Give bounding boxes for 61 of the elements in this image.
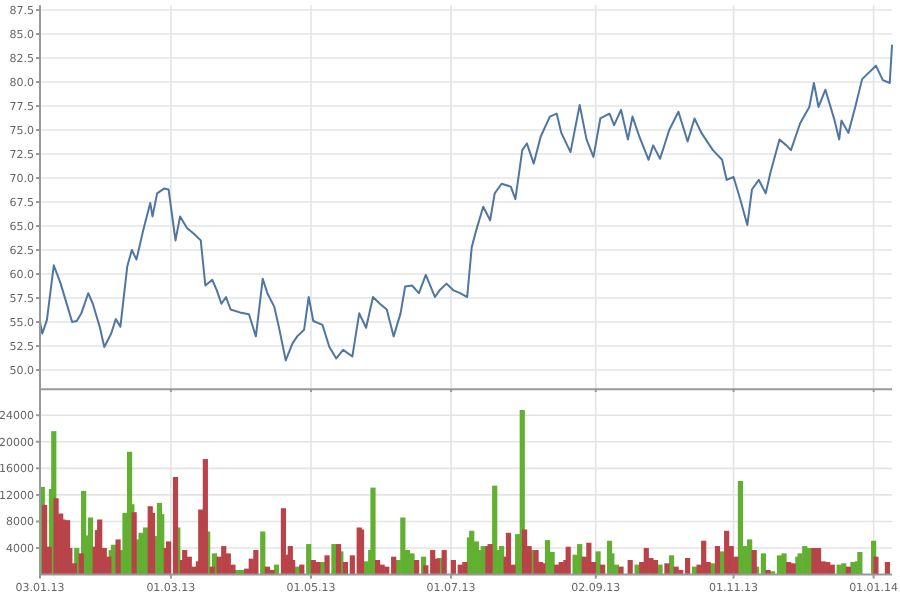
bar [269, 569, 275, 575]
bar [143, 527, 149, 575]
bar [306, 544, 312, 575]
bar [41, 504, 48, 575]
bar [533, 550, 539, 575]
bar [182, 550, 188, 575]
bar [400, 517, 406, 575]
bar [414, 559, 420, 575]
bar [172, 476, 179, 575]
bar [521, 529, 528, 575]
bar [627, 559, 633, 575]
bar [685, 558, 691, 575]
bar [765, 569, 771, 575]
bar [701, 540, 707, 575]
bar [747, 539, 753, 575]
bar [409, 553, 415, 575]
bar [873, 556, 879, 575]
bar [618, 566, 624, 575]
bar [857, 552, 863, 575]
bar [595, 551, 601, 575]
bar [751, 550, 757, 575]
bar [790, 563, 796, 575]
bar [149, 512, 156, 575]
bar [374, 559, 381, 575]
bar [97, 519, 103, 575]
bar [760, 553, 766, 575]
bar [335, 544, 342, 575]
bar [370, 487, 376, 575]
bar [714, 546, 721, 575]
bar [469, 530, 475, 575]
bar [260, 531, 266, 575]
bar [781, 553, 787, 575]
bar [202, 459, 208, 575]
bar [331, 544, 337, 575]
line-series [39, 44, 893, 362]
bar [138, 532, 144, 575]
bar [78, 553, 84, 575]
bar [106, 556, 112, 575]
bar [430, 550, 436, 575]
bar [462, 561, 468, 575]
bar [815, 548, 822, 575]
bar [315, 561, 321, 575]
bar [115, 539, 121, 575]
bar [737, 480, 744, 575]
bar [577, 544, 583, 575]
bar [884, 561, 891, 575]
bar [652, 559, 659, 575]
bar [586, 542, 592, 575]
bar [664, 563, 670, 575]
bar [221, 546, 227, 575]
bar [253, 550, 259, 575]
bar [724, 530, 730, 575]
bar [53, 498, 59, 575]
bar [811, 548, 817, 575]
bar [131, 512, 137, 575]
bar [324, 555, 330, 575]
bar [450, 559, 456, 575]
bar [441, 550, 447, 575]
bar [786, 561, 792, 575]
bar [565, 546, 571, 575]
bar [505, 532, 512, 575]
